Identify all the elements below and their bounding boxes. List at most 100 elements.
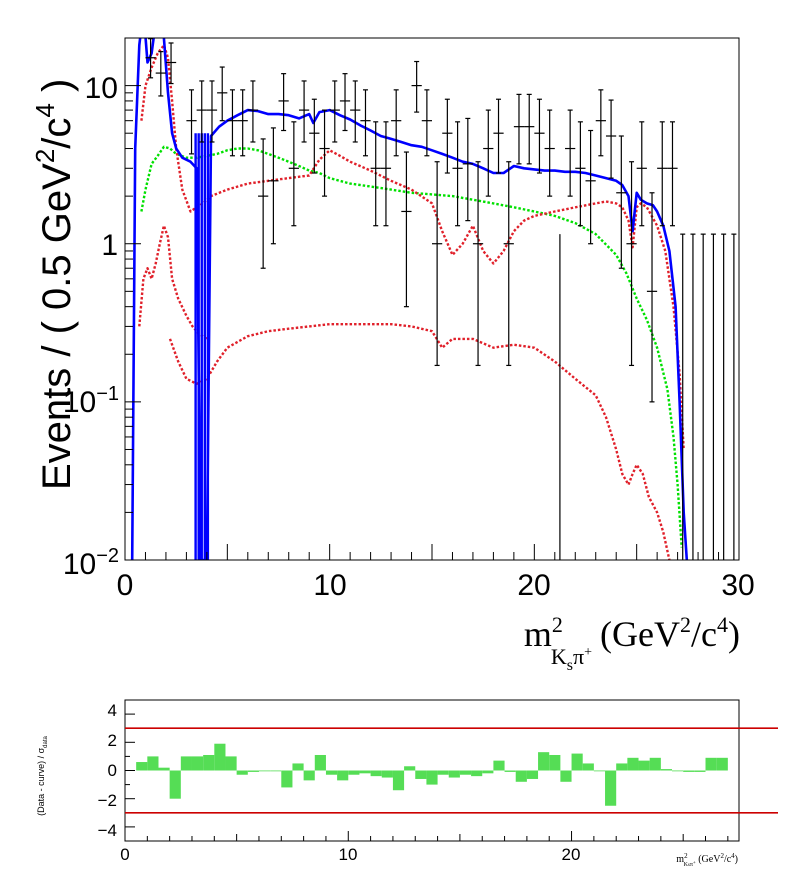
main-x-tick-label: 10: [313, 569, 346, 602]
main-x-tick-label: 20: [517, 569, 550, 602]
pull-bar: [348, 770, 360, 775]
pull-bar: [482, 770, 494, 774]
curve-red-lower: [168, 323, 671, 560]
data-point: [206, 80, 218, 143]
data-point: [155, 51, 166, 97]
pull-bar: [337, 770, 349, 781]
pull-bar: [683, 770, 695, 772]
data-point: [667, 121, 678, 227]
pull-bar: [504, 770, 516, 772]
pull-plot: 4 2 0 −2 −4 0 10 20 (Data - curve) / σda…: [36, 699, 740, 868]
pull-x-tick-label: 20: [562, 845, 581, 864]
pull-bar: [258, 770, 271, 772]
data-point: [513, 93, 525, 165]
data-point: [616, 135, 627, 269]
data-point: [565, 109, 576, 197]
curve-total: [130, 38, 689, 560]
data-point: [421, 89, 432, 157]
data-point: [227, 89, 238, 157]
pull-bar: [448, 770, 460, 778]
pull-bar: [582, 763, 594, 771]
main-y-tick-label: 10: [85, 72, 118, 105]
data-point: [524, 93, 535, 165]
pull-bar: [616, 763, 628, 771]
main-y-tick-label: 10−2: [63, 545, 119, 581]
pull-bar: [493, 760, 505, 771]
pull-bar: [660, 769, 673, 771]
pull-bar: [203, 754, 215, 771]
pull-bar: [705, 757, 717, 771]
data-point: [657, 121, 668, 227]
pull-y-tick-label: 2: [108, 731, 117, 750]
main-x-tick-label: 30: [721, 569, 754, 602]
main-plot: 10−2 10−1 1 10 0 10 20 30 Events / ( 0.5…: [30, 37, 755, 674]
pull-bar: [270, 770, 282, 772]
data-point: [646, 192, 658, 403]
pull-bar: [314, 754, 326, 771]
pull-bar: [370, 770, 382, 777]
data-point-empty: [721, 233, 727, 560]
pull-x-axis-title: m2 Ksπ+ (GeV2/c4): [676, 852, 738, 868]
data-point: [575, 121, 586, 227]
data-point: [585, 129, 596, 245]
pull-bar: [214, 743, 226, 771]
data-point: [483, 109, 494, 197]
main-y-axis-title: Events / ( 0.5 GeV2/c4 ): [30, 79, 79, 490]
pull-bar: [281, 770, 293, 788]
pull-bar: [404, 766, 416, 771]
data-point: [391, 89, 402, 157]
pull-y-tick-label: 4: [108, 701, 117, 720]
data-point-empty: [700, 233, 706, 560]
curve-green: [140, 145, 683, 548]
pull-bar: [549, 754, 561, 771]
data-point: [626, 161, 637, 367]
pull-bar: [426, 770, 438, 785]
main-x-tick-label: 0: [117, 569, 134, 602]
pull-bar: [638, 760, 650, 771]
data-point: [145, 38, 156, 79]
pull-bar: [538, 752, 550, 771]
data-point-empty: [731, 233, 737, 560]
pull-bar: [526, 770, 539, 779]
main-y-tick-label: 10−1: [63, 383, 119, 419]
pull-y-axis-title: (Data - curve) / σdata: [36, 735, 49, 815]
pull-data-layer: [136, 743, 728, 806]
pull-bar: [471, 770, 483, 777]
data-point: [544, 109, 555, 197]
data-point: [472, 161, 484, 367]
data-point: [339, 73, 351, 132]
pull-bar: [247, 770, 259, 772]
pull-bar: [593, 770, 606, 772]
pull-x-tick-label: 0: [120, 845, 129, 864]
data-point: [462, 117, 473, 222]
data-point: [288, 121, 299, 227]
data-point-empty: [690, 233, 696, 560]
pull-bar: [169, 770, 181, 799]
pull-bar: [381, 770, 393, 778]
data-point: [595, 89, 606, 157]
curve-red-mid: [138, 224, 208, 340]
data-point: [442, 98, 453, 174]
pull-bar: [627, 757, 639, 771]
data-point: [196, 80, 207, 143]
pull-y-tick-label: −2: [98, 791, 117, 810]
data-point: [401, 151, 412, 308]
pull-bar: [716, 757, 728, 771]
data-point: [186, 89, 197, 155]
data-point: [605, 99, 617, 179]
data-point: [298, 80, 310, 143]
pull-x-tick-label: 10: [339, 845, 358, 864]
data-point: [534, 98, 545, 174]
pull-bar: [560, 770, 572, 782]
main-y-tick-label: 1: [101, 229, 118, 262]
data-point: [217, 66, 228, 122]
pull-bar: [136, 762, 148, 771]
pull-bar: [236, 770, 248, 775]
data-point-empty: [680, 233, 686, 560]
data-point: [350, 80, 361, 143]
pull-bar: [672, 770, 684, 772]
pull-bar: [180, 756, 192, 771]
pull-bar: [459, 770, 472, 775]
data-point: [247, 80, 259, 143]
